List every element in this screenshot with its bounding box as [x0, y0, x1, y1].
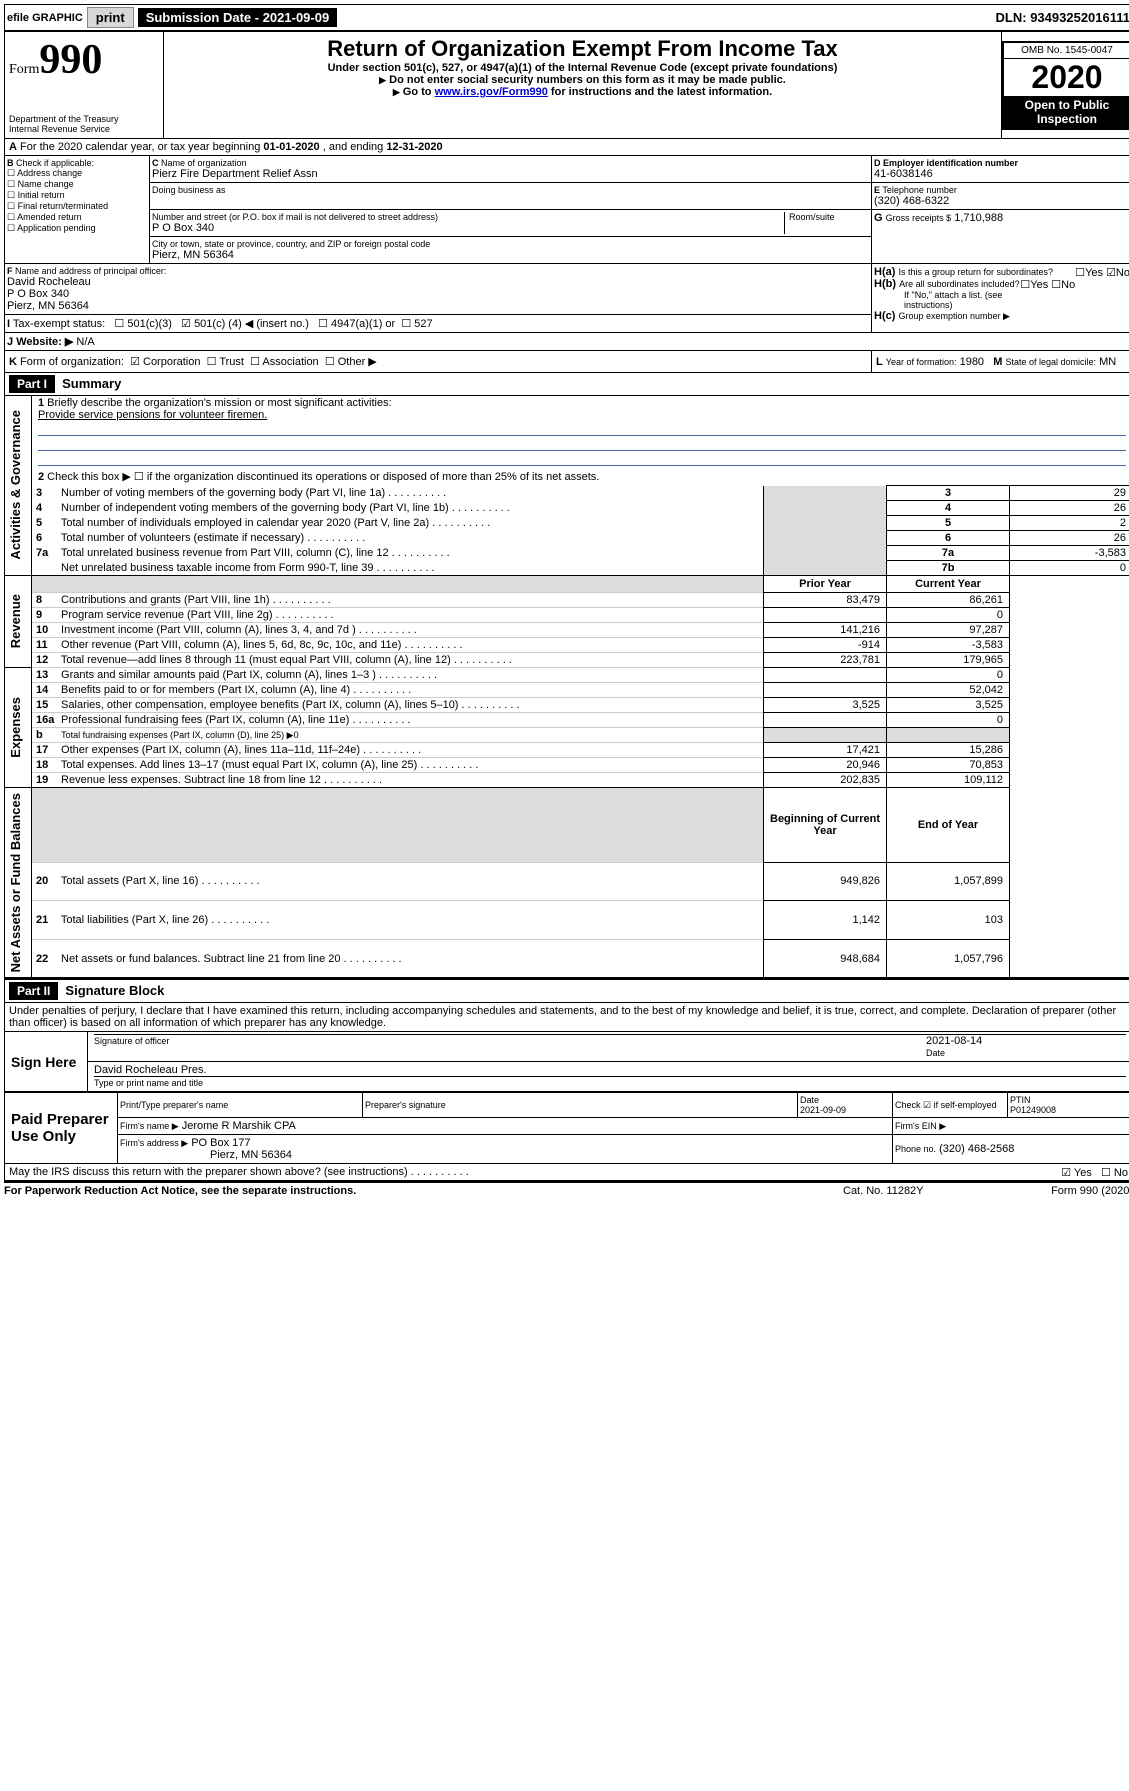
yearform-label: Year of formation: [886, 357, 957, 367]
year-box: OMB No. 1545-0047 2020 Open to Public In… [1002, 41, 1129, 130]
sig-date: 2021-08-14 [926, 1035, 1126, 1047]
prep-sig-label: Preparer's signature [363, 1093, 798, 1118]
domicile-value: MN [1099, 356, 1116, 368]
hb-yesno[interactable]: ☐Yes ☐No [1020, 278, 1075, 291]
header-table: Form990 Department of the Treasury Inter… [4, 31, 1129, 139]
type-name-label: Type or print name and title [94, 1078, 203, 1088]
gross-label: Gross receipts $ [886, 213, 952, 223]
chk-assoc[interactable]: ☐ Association [250, 356, 319, 368]
dba-label: Doing business as [152, 185, 869, 195]
part2-header: Part II Signature Block [4, 978, 1129, 1003]
instr-link: Go to www.irs.gov/Form990 for instructio… [168, 86, 997, 98]
chk-final-return[interactable]: ☐ Final return/terminated [7, 201, 147, 212]
chk-amended[interactable]: ☐ Amended return [7, 212, 147, 223]
officer-addr1: P O Box 340 [7, 288, 869, 300]
dept-treasury: Department of the Treasury [9, 114, 159, 124]
sign-here: Sign Here [5, 1032, 88, 1092]
tax-year: 2020 [1004, 59, 1129, 96]
firm-phone: (320) 468-2568 [939, 1143, 1014, 1155]
org-name-label: Name of organization [161, 158, 247, 168]
dln-label: DLN: 93493252016111 [996, 10, 1129, 25]
prep-date: 2021-09-09 [800, 1105, 846, 1115]
chk-501c[interactable]: ☑ 501(c) (4) ◀ (insert no.) [181, 318, 309, 330]
part1-header: Part I Summary [4, 373, 1129, 396]
org-address: P O Box 340 [152, 222, 784, 234]
officer-printed: David Rocheleau Pres. [94, 1064, 207, 1076]
yearform-value: 1980 [960, 356, 984, 368]
dept-irs: Internal Revenue Service [9, 124, 159, 134]
ptin: P01249008 [1010, 1105, 1056, 1115]
form-title: Return of Organization Exempt From Incom… [168, 36, 997, 62]
top-toolbar: efile GRAPHIC print Submission Date - 20… [4, 4, 1129, 31]
org-name: Pierz Fire Department Relief Assn [152, 168, 869, 180]
hb-label: Are all subordinates included? [899, 279, 1020, 289]
irs-link[interactable]: www.irs.gov/Form990 [435, 86, 548, 98]
ein-label: Employer identification number [883, 158, 1018, 168]
efile-label: efile GRAPHIC [7, 12, 83, 24]
sig-officer-label: Signature of officer [94, 1036, 169, 1046]
perjury-text: Under penalties of perjury, I declare th… [4, 1003, 1129, 1031]
chk-corp[interactable]: ☑ Corporation [130, 356, 200, 368]
firm-addr2: Pierz, MN 56364 [120, 1149, 292, 1161]
form-number: Form990 [9, 36, 159, 84]
chk-trust[interactable]: ☐ Trust [207, 356, 244, 368]
hb-note: If "No," attach a list. (see instruction… [874, 290, 1129, 310]
ha-label: Is this a group return for subordinates? [898, 267, 1053, 277]
firm-ein-label: Firm's EIN ▶ [895, 1121, 946, 1131]
entity-block: B Check if applicable: ☐ Address change … [4, 156, 1129, 373]
officer-label: Name and address of principal officer: [15, 266, 166, 276]
chk-501c3[interactable]: ☐ 501(c)(3) [114, 318, 172, 330]
phone-label: Telephone number [882, 185, 957, 195]
phone-value: (320) 468-6322 [874, 195, 1129, 207]
boxb-label: Check if applicable: [16, 158, 94, 168]
gross-value: 1,710,988 [954, 212, 1003, 224]
formorg-label: Form of organization: [20, 356, 124, 368]
addr-label: Number and street (or P.O. box if mail i… [152, 212, 784, 222]
omb-number: OMB No. 1545-0047 [1004, 43, 1129, 59]
hc-label: Group exemption number ▶ [898, 311, 1009, 321]
paid-preparer: Paid Preparer Use Only [5, 1093, 118, 1164]
domicile-label: State of legal domicile: [1005, 357, 1096, 367]
taxexempt-label: Tax-exempt status: [13, 318, 105, 330]
prep-name-label: Print/Type preparer's name [118, 1093, 363, 1118]
firm-addr1: PO Box 177 [191, 1137, 250, 1149]
preparer-table: Paid Preparer Use Only Print/Type prepar… [4, 1092, 1129, 1164]
officer-name: David Rocheleau [7, 276, 869, 288]
chk-527[interactable]: ☐ 527 [401, 318, 432, 330]
ha-yesno[interactable]: ☐Yes ☑No [1075, 266, 1129, 279]
chk-initial-return[interactable]: ☐ Initial return [7, 190, 147, 201]
website-label: Website: ▶ [16, 336, 73, 348]
chk-other[interactable]: ☐ Other ▶ [325, 356, 377, 368]
discuss-yesno[interactable]: ☑ Yes ☐ No [1061, 1166, 1128, 1179]
print-button[interactable]: print [87, 7, 134, 28]
city-label: City or town, state or province, country… [152, 239, 869, 249]
website-value: N/A [76, 336, 94, 348]
signature-table: Sign Here Signature of officer 2021-08-1… [4, 1031, 1129, 1092]
room-label: Room/suite [789, 212, 869, 222]
form-subtitle: Under section 501(c), 527, or 4947(a)(1)… [168, 62, 997, 74]
officer-addr2: Pierz, MN 56364 [7, 300, 869, 312]
self-employed[interactable]: Check ☑ if self-employed [893, 1093, 1008, 1118]
footer: For Paperwork Reduction Act Notice, see … [4, 1181, 1129, 1197]
chk-name-change[interactable]: ☐ Name change [7, 179, 147, 190]
instr-ssn: Do not enter social security numbers on … [168, 74, 997, 86]
discuss-row: May the IRS discuss this return with the… [4, 1164, 1129, 1181]
ein-value: 41-6038146 [874, 168, 1129, 180]
org-city: Pierz, MN 56364 [152, 249, 869, 261]
chk-address-change[interactable]: ☐ Address change [7, 168, 147, 179]
firm-name: Jerome R Marshik CPA [182, 1120, 296, 1132]
tax-period: A For the 2020 calendar year, or tax yea… [4, 139, 1129, 156]
chk-app-pending[interactable]: ☐ Application pending [7, 223, 147, 234]
submission-date: Submission Date - 2021-09-09 [138, 8, 338, 27]
open-public: Open to Public Inspection [1004, 96, 1129, 128]
chk-4947[interactable]: ☐ 4947(a)(1) or [318, 318, 395, 330]
part1-data-table: Activities & Governance1 Briefly describ… [4, 395, 1129, 978]
